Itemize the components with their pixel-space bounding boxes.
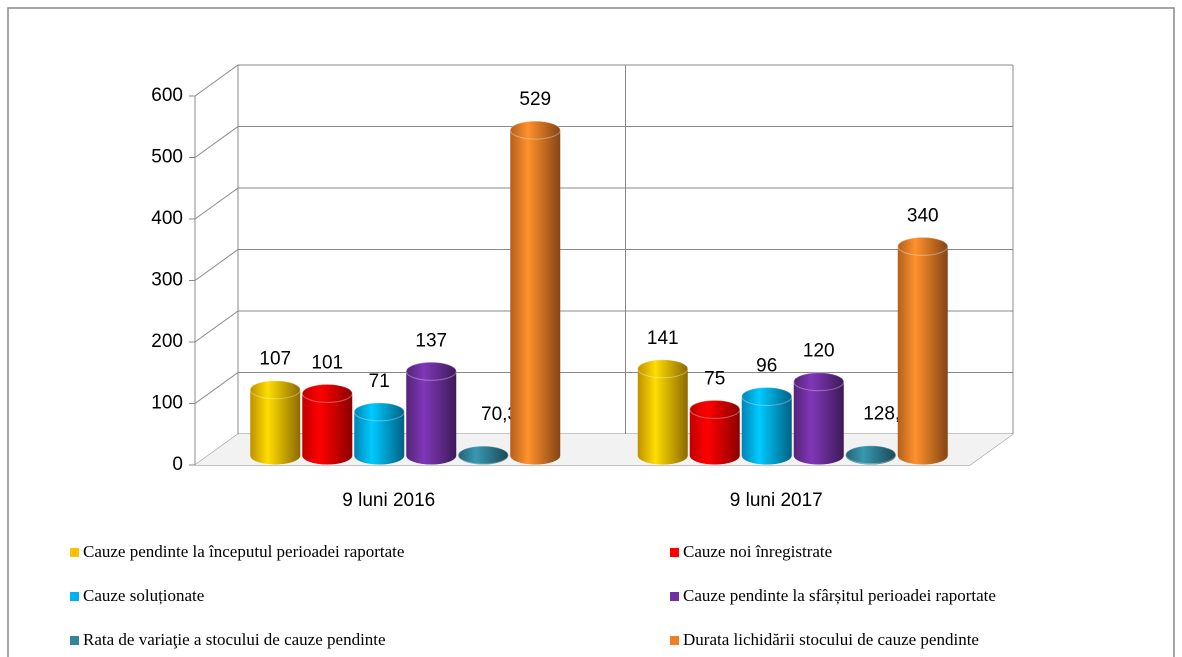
bar bbox=[637, 359, 689, 465]
x-tick-label: 9 luni 2016 bbox=[342, 490, 435, 511]
bar-top bbox=[509, 120, 561, 140]
data-label: 141 bbox=[647, 328, 679, 349]
bar-top bbox=[405, 361, 457, 381]
bar-top bbox=[353, 402, 405, 422]
bar-body bbox=[793, 381, 844, 465]
y-tick-label: 0 bbox=[172, 454, 183, 475]
legend-swatch bbox=[70, 548, 79, 557]
bar bbox=[689, 399, 741, 465]
y-tick-label: 500 bbox=[151, 147, 183, 168]
legend-swatch bbox=[70, 592, 79, 601]
legend-swatch bbox=[670, 592, 679, 601]
data-label: 529 bbox=[519, 89, 551, 110]
x-tick-label: 9 luni 2017 bbox=[730, 490, 823, 511]
legend-label: Cauze pendinte la sfârșitul perioadei ra… bbox=[683, 586, 996, 605]
data-label: 107 bbox=[259, 349, 291, 370]
legend-label: Cauze noi înregistrate bbox=[683, 542, 832, 561]
bar bbox=[845, 445, 897, 465]
bar-top bbox=[249, 380, 301, 400]
bar-top bbox=[457, 445, 509, 465]
bar-body bbox=[897, 246, 948, 465]
data-label: 340 bbox=[907, 205, 939, 226]
grid-line bbox=[194, 249, 1013, 281]
bar-top bbox=[793, 372, 845, 392]
bar-top bbox=[689, 399, 741, 419]
bar-body bbox=[250, 389, 301, 465]
bar-body bbox=[406, 371, 457, 465]
grid-line bbox=[194, 64, 1013, 97]
bar bbox=[741, 386, 793, 465]
y-tick-label: 300 bbox=[151, 270, 183, 291]
bar bbox=[249, 380, 301, 465]
bar-body bbox=[741, 396, 792, 465]
data-label: 101 bbox=[311, 352, 343, 373]
grid-line bbox=[194, 126, 1013, 158]
bar bbox=[897, 236, 949, 465]
legend-swatch bbox=[670, 548, 679, 557]
bar bbox=[509, 120, 561, 465]
bar bbox=[353, 402, 405, 465]
bar bbox=[457, 445, 509, 465]
bar bbox=[793, 372, 845, 465]
data-label: 96 bbox=[756, 355, 777, 376]
frame bbox=[7, 7, 1175, 657]
bar bbox=[301, 383, 353, 465]
bar-body bbox=[354, 411, 405, 465]
grid-line bbox=[194, 310, 1013, 343]
data-label: 75 bbox=[704, 368, 725, 389]
bar-body bbox=[689, 409, 740, 465]
bar-top bbox=[637, 359, 689, 379]
y-tick-label: 400 bbox=[151, 208, 183, 229]
data-label: 71 bbox=[369, 371, 390, 392]
y-tick-label: 200 bbox=[151, 331, 183, 352]
bar-body bbox=[302, 393, 353, 465]
bar-top bbox=[897, 236, 949, 256]
bar-body bbox=[510, 130, 561, 465]
legend-swatch bbox=[670, 636, 679, 645]
legend-label: Durata lichidării stocului de cauze pend… bbox=[683, 630, 979, 649]
bar-top bbox=[301, 383, 353, 403]
legend-label: Cauze pendinte la începutul perioadei ra… bbox=[83, 542, 404, 561]
data-label: 137 bbox=[415, 330, 447, 351]
bar-top bbox=[741, 386, 793, 406]
legend-label: Cauze soluționate bbox=[83, 586, 204, 605]
data-label: 120 bbox=[803, 341, 835, 362]
bar-top bbox=[845, 445, 897, 465]
y-tick-label: 600 bbox=[151, 85, 183, 106]
bar-body bbox=[637, 368, 688, 465]
grid-line bbox=[194, 187, 1013, 220]
legend-label: Rata de variaţie a stocului de cauze pen… bbox=[83, 630, 386, 649]
legend-swatch bbox=[70, 636, 79, 645]
y-tick-label: 100 bbox=[151, 393, 183, 414]
bar bbox=[405, 361, 457, 465]
grid-line bbox=[194, 372, 1013, 404]
